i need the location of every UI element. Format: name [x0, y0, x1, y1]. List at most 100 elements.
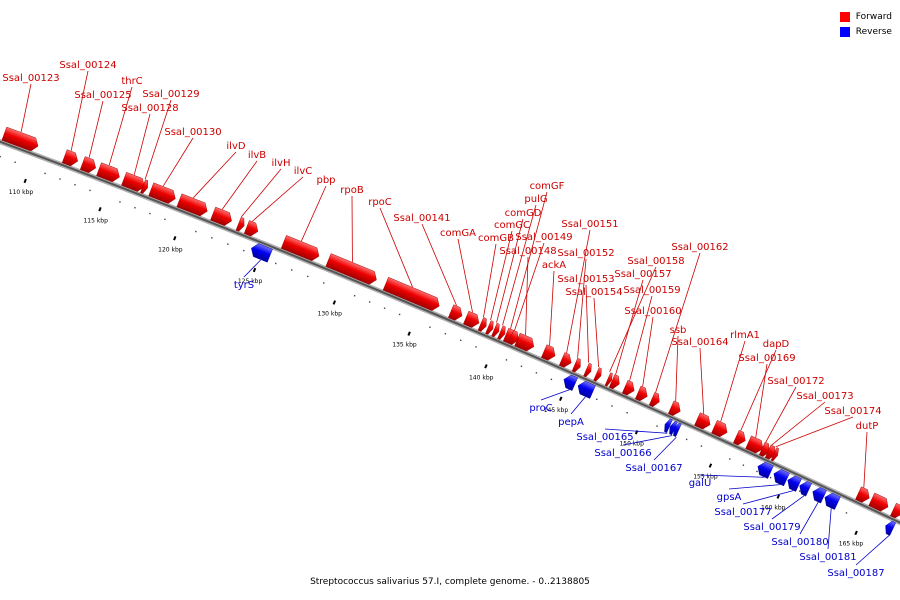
gene-Ssal_00179 [799, 481, 812, 497]
minor-tick [322, 282, 325, 284]
major-tick [776, 494, 781, 499]
major-tick [173, 236, 177, 241]
minor-tick [799, 490, 801, 492]
legend-forward-label: Forward [855, 11, 892, 22]
gene-Ssal_00128 [121, 172, 145, 192]
gene-ilvH [235, 216, 245, 232]
gene-label: Ssal_00177 [714, 507, 771, 518]
gene-Ssal_00172 [758, 441, 770, 457]
gene-label: Ssal_00167 [625, 463, 682, 474]
minor-tick [195, 230, 197, 233]
tick-label: 165 kbp [839, 541, 864, 548]
leader-line [457, 238, 473, 313]
gene-Ssal_00149 [507, 330, 519, 345]
gene-label: comGA [440, 228, 476, 239]
gene-rpoB [325, 253, 377, 285]
minor-tick [611, 405, 613, 407]
gene-label: Ssal_00154 [565, 287, 622, 298]
gene-Ssal_00159 [621, 380, 635, 396]
gene-label: Ssal_00158 [627, 256, 684, 267]
minor-tick [89, 189, 91, 192]
gene-Ssal_00162 [648, 392, 660, 407]
leader-line [496, 218, 524, 323]
minor-tick [0, 155, 1, 158]
gene-Ssal_00169 [745, 435, 764, 454]
leader-line [570, 396, 586, 415]
minor-tick [626, 412, 628, 414]
major-tick [559, 396, 563, 401]
leader-line [540, 389, 570, 401]
leader-line [88, 100, 104, 158]
gene-pepA [577, 380, 596, 399]
gene-comGC [485, 320, 494, 335]
minor-tick [398, 313, 401, 316]
minor-tick [429, 326, 431, 328]
gene-comGA [463, 310, 480, 328]
minor-tick [505, 359, 508, 361]
gene-gpsA [773, 469, 790, 487]
tick-label: 160 kbp [761, 505, 786, 512]
gene-label: Ssal_00164 [671, 337, 728, 348]
gene-label: Ssal_00151 [561, 219, 618, 230]
gene-Ssal_00160 [634, 385, 648, 402]
minor-tick [275, 262, 277, 265]
gene-rlmA1 [711, 420, 728, 438]
major-tick [407, 331, 411, 336]
gene-label: ilvD [226, 141, 245, 152]
gene-Ssal_00124 [61, 149, 78, 167]
minor-tick [656, 425, 658, 427]
minor-tick [14, 161, 16, 163]
minor-tick [596, 398, 598, 400]
gene-dutP [855, 486, 870, 503]
leader-line [193, 151, 237, 199]
leader-line [566, 229, 591, 354]
gene-ilvB [210, 206, 232, 226]
gene-dapD [733, 429, 746, 446]
gene-Ssal_00173 [764, 444, 776, 460]
gene-label: pulG [524, 194, 547, 205]
gene-proC [563, 374, 578, 391]
minor-tick [845, 512, 848, 514]
minor-tick [59, 178, 61, 180]
gene-comGB [477, 317, 487, 332]
leader-line [755, 363, 768, 438]
gene-label: Ssal_00179 [743, 522, 800, 533]
gene-label: Ssal_00165 [576, 432, 633, 443]
gene-label: Ssal_00152 [557, 248, 614, 259]
minor-tick [353, 295, 356, 297]
gene-rpoC [382, 276, 440, 311]
leader-line [502, 204, 537, 326]
legend-forward: Forward [839, 9, 892, 24]
minor-tick [700, 445, 703, 447]
minor-tick [742, 464, 745, 466]
major-tick [23, 178, 27, 184]
reverse-swatch-icon [839, 26, 850, 37]
gene-Ssal_00125 [79, 156, 96, 174]
gene-Ssal_00141 [447, 304, 463, 321]
legend-reverse: Reverse [839, 24, 892, 39]
gene-Ssal_00153 [583, 362, 592, 378]
gene-pbp [280, 235, 320, 262]
gene-label: rpoB [340, 185, 364, 196]
leader-line [609, 266, 657, 373]
tick-label: 110 kbp [9, 189, 34, 196]
minor-tick [164, 218, 166, 221]
gene-Ssal_00130 [148, 182, 176, 204]
gene-Ssal_00181 [824, 492, 841, 510]
leader-line [604, 428, 668, 434]
gene-label: Ssal_00153 [557, 274, 614, 285]
gene-label: Ssal_00149 [515, 232, 572, 243]
minor-tick [729, 458, 731, 460]
leader-line [483, 243, 497, 318]
gene-label: Ssal_00174 [824, 406, 881, 417]
gene-label: Ssal_00172 [767, 376, 824, 387]
major-tick [252, 267, 257, 273]
minor-tick [243, 249, 245, 252]
leader-line [221, 160, 258, 210]
minor-tick [685, 438, 688, 441]
leader-line [243, 259, 261, 278]
minor-tick [460, 339, 462, 341]
leader-line [799, 502, 819, 535]
leader-line [490, 230, 513, 321]
